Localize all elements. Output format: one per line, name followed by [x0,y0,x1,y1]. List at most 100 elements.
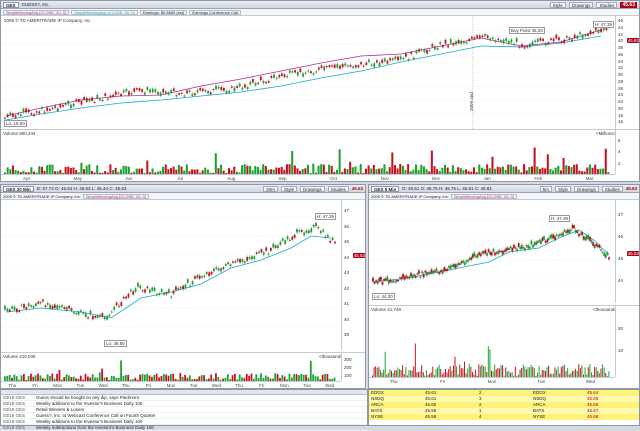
intraday5-volume-pane[interactable]: Volume 41,748 <thousands> 20 10 [369,305,639,378]
volume-bar [229,378,232,382]
intraday5-price-pane[interactable]: 47 46 45 44 H: 47.39 Lo: 44.30 45.63 [369,200,639,303]
studies-button[interactable]: Studies [596,1,618,8]
symbol-input[interactable]: GES 20 Min [3,185,34,192]
level2-row[interactable]: NSDQ 45.61 3 NSDQ 45.65 [369,396,639,402]
drawings-button[interactable]: Drawings [573,185,599,192]
news-row[interactable]: 03/18 GES Weekly additions to the Investo… [1,419,367,425]
study-sma20[interactable]: SimpleMovingAvg (CLOSE, 20, 0) [450,194,518,199]
symbol-input[interactable]: GES [3,1,19,8]
news-row[interactable]: 03/18 GES Retail Winners & Losers [1,407,367,413]
symbol-input[interactable]: GES 5 Min [371,185,400,192]
intraday20-volume-axis: 300 200 100 [341,353,365,381]
study-conference[interactable]: Earnings Conference Call [189,10,241,15]
studies-button[interactable]: Studies [601,185,623,192]
intraday20-price-pane[interactable]: 47 46 45 44 43 42 41 40 39 H: 47.39 Lo: 38.65 45… [1,200,365,350]
news-row[interactable]: 03/18 GES Weekly additions to the Investo… [1,401,367,407]
volume-bar [156,171,159,175]
candle [75,312,78,315]
level2-row[interactable]: BATS 45.59 1 BATS 45.67 [369,408,639,414]
volume-bar [395,370,397,378]
volume-bar [162,373,165,382]
study-sma20[interactable]: SimpleMovingAvg (CLOSE, 20, 0) [82,194,150,199]
volume-scale: <thousands> [593,307,620,312]
volume-bar [245,373,248,382]
candle [302,73,304,77]
level2-row[interactable]: NYSE 45.58 4 NYSE 45.68 [369,414,639,420]
level2-row[interactable]: ARCA 45.60 2 ARCA 45.66 [369,402,639,408]
daily-price-pane[interactable]: 46 44 42 40 38 36 34 32 30 28 26 24 22 20 18 16 H: 47.3… [1,16,639,129]
candle [604,254,607,258]
axis-tick: 300 [344,357,352,362]
candle [191,93,194,96]
volume-bar [475,369,477,378]
volume-bar [328,378,331,382]
volume-bar [262,164,265,175]
volume-bar [502,365,504,378]
volume-bar [554,367,556,378]
volume-bar [136,379,139,382]
volume-bar [335,169,339,175]
volume-bar [449,171,452,175]
study-earnings[interactable]: Earnings: $0.8669 (est) [139,10,188,15]
studies-button[interactable]: Studies [327,185,349,192]
study-sma20[interactable]: SimpleMovingAvg (CLOSE, 20, 0) [3,10,70,15]
drawings-button[interactable]: Drawings [568,1,594,8]
time-axis-label: Nov [380,176,389,181]
axis-tick: 28 [618,78,624,84]
volume-bar [602,168,605,175]
candle [239,258,241,263]
candle [46,302,49,305]
candle [80,100,83,105]
candle [122,296,125,299]
volume-bar [362,172,365,175]
volume-bar [172,166,175,175]
volume-bar [424,375,426,378]
candle [497,38,500,41]
candle [191,281,194,285]
volume-bar [148,375,151,382]
candle [566,229,569,233]
volume-bar [267,169,270,175]
interval-button[interactable]: 20m [263,185,278,192]
news-row[interactable]: 03/18 GES Guess should be bought on any d… [1,395,367,401]
volume-bar [571,370,573,378]
candle [62,104,64,107]
candle [400,277,403,280]
time-axis-label: Wed [211,383,221,388]
copyright-label: 2009 © TD AMERITRADE IP Company, Inc. [371,194,449,199]
candle [146,87,149,91]
drawings-button[interactable]: Drawings [299,185,325,192]
candle [539,240,542,244]
intraday20-volume-pane[interactable]: Volume 210,036 <thousands> 300 200 100 [1,352,365,382]
volume-bar [179,373,182,382]
daily-volume-pane[interactable]: Volume 900,434 <Millions> 6 4 2 [1,129,639,175]
volume-bar [438,364,440,378]
level2-row[interactable]: EDGX 45.61 2 EDGX 45.64 [369,390,639,396]
candle [212,88,215,91]
interval-button[interactable]: 5m [539,185,552,192]
candle [252,79,254,83]
study-sma50[interactable]: SimpleMovingAvg (CLOSE, 50, 0) [71,10,138,15]
news-headline: Retail Winners & Losers [36,407,85,412]
volume-bar [63,377,66,382]
candle [437,271,439,274]
volume-bar [495,369,497,378]
news-header [1,390,367,395]
volume-bar [300,374,303,382]
candle [399,277,401,279]
volume-bar [568,374,570,378]
style-button[interactable]: Style [549,1,566,8]
candle [49,304,52,309]
volume-bar [378,168,381,175]
volume-bar [93,172,96,175]
axis-tick: 24 [618,92,624,98]
candle [494,252,496,256]
style-button[interactable]: Style [280,185,297,192]
volume-bar [27,172,30,175]
level2-size: 3 [479,396,482,401]
candle [87,317,89,319]
volume-scale: <Millions> [596,131,617,136]
candle [510,39,513,43]
style-button[interactable]: Style [554,185,571,192]
news-row[interactable]: 03/18 GES Guess?, Inc. to Webcast Confere… [1,413,367,419]
